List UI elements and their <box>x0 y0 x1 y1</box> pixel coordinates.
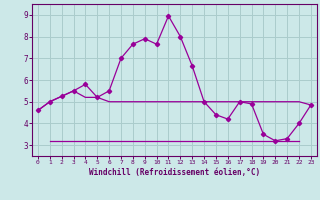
X-axis label: Windchill (Refroidissement éolien,°C): Windchill (Refroidissement éolien,°C) <box>89 168 260 177</box>
